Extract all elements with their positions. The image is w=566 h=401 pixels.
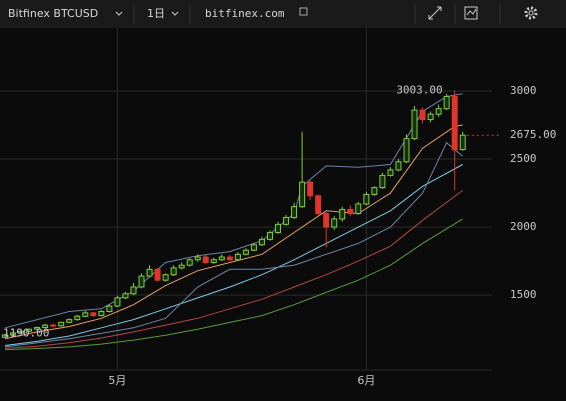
candle-body bbox=[42, 324, 49, 329]
candle-body bbox=[371, 187, 378, 195]
y-tick-label: 2500 bbox=[510, 152, 537, 165]
candle-body bbox=[347, 208, 354, 214]
candle-body bbox=[275, 223, 282, 234]
candle-body bbox=[202, 256, 209, 263]
candle-body bbox=[138, 275, 145, 288]
candle-body bbox=[435, 108, 442, 115]
candle-body bbox=[58, 321, 65, 327]
snapshot-icon-line bbox=[466, 8, 477, 16]
settings-icon-core bbox=[528, 10, 534, 16]
candle-body bbox=[363, 193, 370, 205]
dropdown-icon[interactable] bbox=[171, 11, 179, 16]
indicator-line bbox=[4, 218, 463, 351]
candle-body bbox=[106, 305, 113, 312]
x-tick-label: 6月 bbox=[357, 374, 375, 387]
candle-body bbox=[451, 95, 458, 151]
candle-body bbox=[250, 244, 257, 251]
candle-body bbox=[258, 238, 265, 246]
candle-body bbox=[146, 268, 153, 277]
y-tick-label: 1500 bbox=[510, 288, 537, 301]
x-tick-label: 5月 bbox=[108, 374, 126, 387]
candle-body bbox=[427, 113, 434, 121]
candle-body bbox=[186, 259, 193, 266]
candle-body bbox=[10, 332, 17, 336]
external-icon[interactable] bbox=[299, 7, 308, 16]
candle-body bbox=[2, 334, 8, 338]
candle-body bbox=[26, 328, 33, 332]
candle-body bbox=[170, 267, 177, 276]
candle-body bbox=[266, 232, 273, 240]
candle-body bbox=[74, 315, 81, 321]
indicator-line bbox=[4, 189, 463, 349]
settings-icon[interactable] bbox=[524, 6, 538, 20]
candle-body bbox=[82, 312, 89, 317]
fullscreen-icon[interactable] bbox=[428, 6, 442, 20]
candle-body bbox=[194, 256, 201, 261]
toolbar: Bitfinex BTCUSD 1日 bitfinex.com bbox=[0, 0, 566, 28]
candle-body bbox=[395, 161, 402, 171]
candle-body bbox=[178, 264, 185, 269]
candle-body bbox=[339, 208, 346, 220]
candle-body bbox=[355, 203, 362, 214]
candle-body bbox=[443, 95, 450, 110]
price-annotation: 1190.00 bbox=[3, 326, 49, 339]
candle-body bbox=[283, 217, 290, 225]
indicator-line bbox=[4, 141, 464, 348]
snapshot-icon[interactable] bbox=[464, 6, 478, 20]
candle-body bbox=[242, 249, 249, 255]
candle-body bbox=[315, 195, 322, 214]
y-tick-label: 3000 bbox=[510, 84, 537, 97]
candle-body bbox=[323, 212, 330, 228]
indicator-line bbox=[4, 124, 463, 340]
candle-body bbox=[50, 324, 57, 327]
candle-body bbox=[66, 319, 73, 323]
candle-body bbox=[162, 274, 169, 281]
candle-body bbox=[154, 268, 161, 281]
candle-body bbox=[234, 253, 241, 261]
candle-body bbox=[226, 256, 233, 261]
candle-body bbox=[122, 293, 129, 299]
candle-body bbox=[331, 218, 338, 228]
toolbar-bg bbox=[0, 0, 566, 28]
candle-body bbox=[18, 330, 25, 334]
candle-body bbox=[387, 169, 394, 176]
candle-body bbox=[411, 109, 418, 140]
candle-body bbox=[307, 181, 314, 197]
candle-body bbox=[130, 286, 137, 295]
site-link[interactable]: bitfinex.com bbox=[205, 7, 285, 20]
candle-body bbox=[419, 109, 426, 121]
candle-body bbox=[98, 310, 105, 317]
candle-body bbox=[379, 174, 386, 189]
candle-body bbox=[459, 134, 466, 151]
y-tick-label: 2000 bbox=[510, 220, 537, 233]
symbol[interactable]: Bitfinex BTCUSD bbox=[8, 7, 98, 20]
dropdown-icon[interactable] bbox=[115, 11, 123, 16]
candle-body bbox=[114, 297, 121, 307]
last-price-label: 2675.00 bbox=[510, 128, 556, 141]
candle-body bbox=[210, 259, 217, 263]
candle-body bbox=[34, 327, 41, 330]
candle-body bbox=[403, 138, 410, 163]
candle-body bbox=[218, 256, 225, 261]
indicator-line bbox=[4, 164, 463, 346]
interval[interactable]: 1日 bbox=[147, 7, 165, 20]
candle-body bbox=[299, 181, 306, 208]
candle-body bbox=[291, 206, 298, 219]
candle-body bbox=[90, 312, 97, 317]
price-annotation: 3003.00 bbox=[396, 84, 442, 97]
